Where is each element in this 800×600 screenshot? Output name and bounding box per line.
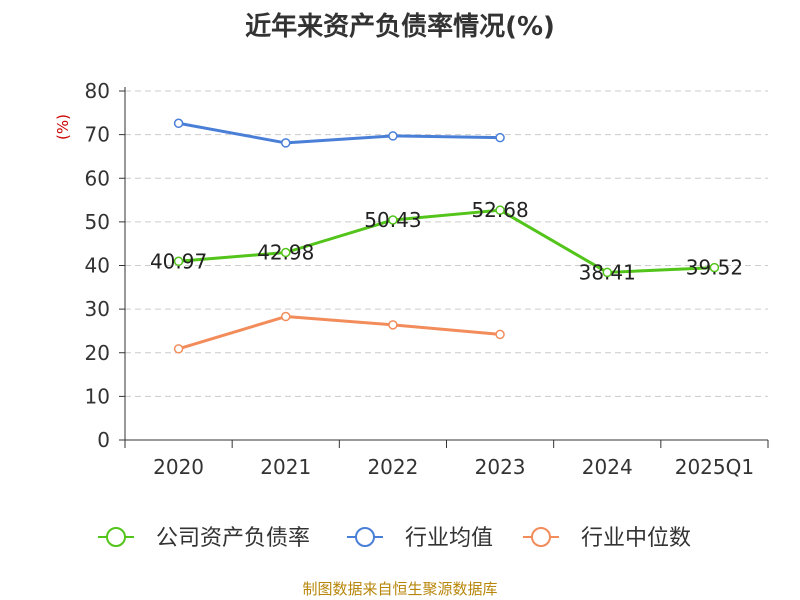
y-tick-label: 30 xyxy=(85,297,110,321)
data-point xyxy=(495,329,505,340)
series-line-0 xyxy=(178,208,715,274)
y-tick-label: 60 xyxy=(85,166,110,190)
y-tick-label: 40 xyxy=(85,254,110,278)
legend-label: 公司资产负债率 xyxy=(156,526,310,551)
x-tick-label: 2022 xyxy=(367,455,418,479)
data-point xyxy=(173,118,184,129)
data-label: 42.98 xyxy=(257,240,314,264)
data-point xyxy=(173,344,184,354)
grid-lines xyxy=(125,90,768,397)
legend: 公司资产负债率 行业均值 行业中位数 xyxy=(98,526,691,551)
y-tick-label: 70 xyxy=(85,123,110,147)
legend-marker xyxy=(531,527,551,547)
data-point xyxy=(173,256,184,267)
data-point xyxy=(495,132,505,143)
data-point xyxy=(388,320,398,330)
x-tick-label: 2025Q1 xyxy=(675,455,754,479)
data-label: 40.97 xyxy=(150,249,207,273)
y-tick-label: 0 xyxy=(97,428,110,452)
x-tick-label: 2021 xyxy=(260,455,311,479)
y-axis-label: (%) xyxy=(54,114,72,140)
data-label: 50.43 xyxy=(364,208,421,232)
data-point xyxy=(709,262,720,273)
data-labels: 40.97 42.98 50.43 52.68 38.41 39.52 xyxy=(150,198,743,284)
data-point xyxy=(281,138,291,148)
data-label: 39.52 xyxy=(686,256,743,280)
x-tick-label: 2023 xyxy=(475,455,526,479)
data-label: 38.41 xyxy=(579,260,636,284)
legend-label: 行业中位数 xyxy=(581,526,691,551)
x-tick-label: 2020 xyxy=(153,455,204,479)
data-point xyxy=(388,215,398,225)
data-label: 52.68 xyxy=(471,198,528,222)
legend-label: 行业均值 xyxy=(405,526,493,551)
data-point xyxy=(495,205,505,215)
legend-marker xyxy=(355,527,375,547)
y-tick-label: 10 xyxy=(85,384,110,408)
y-tick-label: 80 xyxy=(85,79,110,103)
series-line-2 xyxy=(178,315,501,351)
data-point xyxy=(281,311,291,322)
axes: 0 10 20 30 40 50 60 70 80 2020 2021 2022 2023 2024 202… xyxy=(54,79,769,479)
y-tick-label: 20 xyxy=(85,341,110,365)
y-tick-label: 50 xyxy=(85,210,110,234)
data-point xyxy=(281,247,291,258)
legend-marker xyxy=(106,527,126,547)
series-lines xyxy=(173,118,720,354)
data-point xyxy=(388,131,398,141)
series-line-1 xyxy=(178,121,501,145)
data-point xyxy=(602,267,612,278)
x-tick-label: 2024 xyxy=(582,455,633,479)
chart-title: 近年来资产负债率情况(%) xyxy=(245,12,555,42)
source-footer: 制图数据来自恒生聚源数据库 xyxy=(302,580,498,598)
